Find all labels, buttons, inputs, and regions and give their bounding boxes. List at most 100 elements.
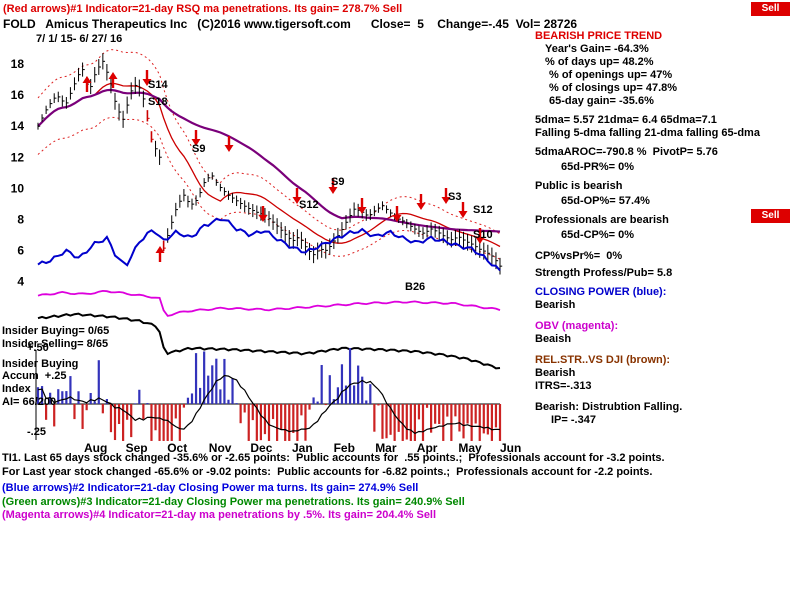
rel-str-line [37, 312, 501, 370]
accum-bar [377, 404, 380, 406]
accum-title-line2: Accum +.25 [2, 370, 67, 382]
accum-bar [401, 404, 404, 441]
title-line: FOLD Amicus Therapeutics Inc (C)2016 www… [3, 17, 578, 31]
accum-bar [73, 404, 76, 420]
sell-arrowhead-icon [441, 197, 451, 204]
accum-bar [336, 387, 339, 404]
accum-bar [251, 404, 254, 421]
accum-bar [40, 386, 44, 404]
accum-bar [320, 365, 323, 404]
right-panel-line: 65-day gain= -35.6% [549, 95, 654, 107]
accum-bar [207, 375, 210, 404]
sell-arrowhead-icon [142, 79, 152, 86]
right-panel-line: OBV (magenta): [535, 320, 619, 332]
accum-bar [450, 404, 453, 441]
accum-minus25-label: -.25 [27, 426, 46, 438]
right-panel-line: IP= -.347 [551, 414, 596, 426]
accum-bar [211, 365, 214, 404]
accum-plus50-label: +.50 [27, 342, 49, 354]
closing-power-line [37, 217, 501, 272]
accum-bar [361, 376, 364, 404]
accum-bar [57, 389, 60, 404]
ma65-line [37, 88, 501, 233]
accum-bar [97, 360, 100, 404]
accum-bar [284, 404, 287, 441]
accum-bar [494, 404, 498, 428]
accum-bar [142, 404, 145, 420]
x-axis-month-label: Oct [167, 441, 187, 455]
accum-bar [474, 404, 477, 424]
accum-bar [385, 404, 388, 439]
accum-ai-label: AI= 66/200 [2, 396, 57, 408]
accum-bar [166, 404, 169, 441]
date-range-label: 7/ 1/ 15- 6/ 27/ 16 [36, 33, 123, 45]
accum-bar [223, 358, 226, 404]
accum-bar [219, 389, 222, 404]
sell-arrowhead-icon [328, 187, 338, 194]
accum-bar [77, 391, 80, 404]
accum-bar [348, 348, 352, 404]
accum-bar [308, 404, 311, 410]
accum-title-line1: Insider Buying [2, 358, 79, 370]
accum-bar [109, 404, 113, 433]
x-axis-month-label: Jun [500, 441, 521, 455]
accum-bar [417, 404, 421, 420]
sell-arrowhead-icon [416, 203, 426, 210]
accum-bar [365, 400, 368, 404]
accum-bar [421, 404, 425, 441]
y-axis-tick-label: 12 [11, 150, 25, 164]
accum-bar [36, 387, 40, 404]
accum-bar [462, 404, 465, 439]
footer-line: (Blue arrows)#2 Indicator=21-day Closing… [2, 482, 419, 494]
accum-bar [255, 404, 258, 441]
right-panel-line: 5dma= 5.57 21dma= 6.4 65dma=7.1 [535, 114, 717, 126]
accum-bar [126, 404, 129, 420]
x-axis-month-label: May [458, 441, 482, 455]
accum-bar [194, 353, 198, 404]
accum-bar [381, 404, 384, 439]
accum-bar [490, 404, 493, 441]
accum-bar [328, 375, 331, 404]
accum-bar [425, 404, 429, 408]
footer-notes: TI1. Last 65 days stock changed -35.6% o… [2, 452, 798, 523]
accum-bar [138, 389, 141, 404]
y-axis-tick-label: 14 [11, 119, 25, 133]
accum-bar [117, 404, 121, 425]
signal-label: S12 [299, 199, 319, 211]
accum-bar [442, 404, 445, 441]
sell-arrowhead-icon [258, 215, 268, 222]
accum-bar [247, 404, 250, 441]
accum-bar [413, 404, 416, 441]
right-panel-line: Bearish [535, 367, 576, 379]
accum-bar [438, 404, 441, 425]
accum-bar [446, 404, 449, 417]
accum-bar [280, 404, 283, 430]
accum-bar [405, 404, 408, 440]
y-axis-tick-label: 18 [11, 57, 25, 71]
right-panel-line: 65d-CP%= 0% [561, 229, 635, 241]
right-panel-line: 65d-PR%= 0% [561, 161, 635, 173]
accum-bar [498, 404, 502, 441]
sell-arrowhead-icon [458, 211, 468, 218]
accum-bar [146, 403, 149, 404]
right-panel-line: Beaish [535, 333, 572, 345]
accum-bar [486, 404, 489, 435]
signal-label: B26 [405, 281, 425, 293]
accum-bar [170, 404, 173, 441]
signal-label: S3 [448, 191, 461, 203]
accum-bar [300, 404, 303, 416]
footer-line: (Magenta arrows)#4 Indicator=21-day ma p… [2, 509, 437, 521]
x-axis-month-label: Mar [375, 441, 397, 455]
sell-arrowhead-icon [357, 207, 367, 214]
accum-bar [105, 399, 108, 404]
accum-bar [316, 401, 319, 404]
accum-bar [466, 404, 469, 424]
accum-bar [81, 404, 84, 429]
signal-label: S10 [473, 229, 493, 241]
accum-bar [45, 404, 48, 420]
accum-bar [61, 391, 64, 404]
accum-bar [134, 403, 137, 404]
accum-bar [288, 404, 291, 441]
accum-bar [150, 404, 153, 441]
